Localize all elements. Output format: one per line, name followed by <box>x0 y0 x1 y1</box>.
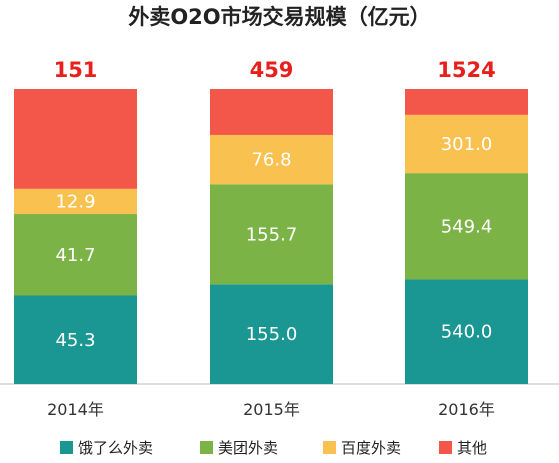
data-label-2-2: 155.7 <box>246 224 298 245</box>
total-label-3: 1524 <box>437 58 495 82</box>
legend-label-4: 其他 <box>457 439 487 457</box>
data-label-3-1: 12.9 <box>55 191 95 212</box>
data-label-1-3: 540.0 <box>441 322 493 343</box>
data-label-3-3: 301.0 <box>441 134 493 155</box>
bar-stacks: 45.3 41.7 12.9 151 2014年 155.0 155.7 76.8 459 201… <box>14 58 528 419</box>
legend-label-3: 百度外卖 <box>341 439 401 457</box>
bar-segment-3-1 <box>14 188 137 215</box>
data-label-1-2: 155.0 <box>246 324 298 345</box>
bar-segment-2-2 <box>210 184 333 285</box>
legend-swatch-3 <box>323 441 336 454</box>
bar-segment-4-3 <box>405 89 528 115</box>
bar-segment-3-3 <box>405 114 528 174</box>
bar-segment-1-1 <box>14 295 137 384</box>
legend: 饿了么外卖 美团外卖 百度外卖 其他 <box>60 439 487 457</box>
bar-segment-2-1 <box>14 214 137 296</box>
x-tick-label-2: 2015年 <box>243 400 300 419</box>
x-tick-label-1: 2014年 <box>47 400 104 419</box>
chart-title: 外卖O2O市场交易规模（亿元） <box>128 5 430 29</box>
bar-segment-4-1 <box>14 89 137 189</box>
data-label-1-1: 45.3 <box>55 330 95 351</box>
bar-segment-1-2 <box>210 284 333 384</box>
bar-segment-4-2 <box>210 89 333 135</box>
x-tick-label-3: 2016年 <box>438 400 495 419</box>
total-label-2: 459 <box>250 58 294 82</box>
legend-label-2: 美团外卖 <box>218 439 278 457</box>
bar-segment-2-3 <box>405 173 528 280</box>
bar-segment-3-2 <box>210 134 333 185</box>
data-label-3-2: 76.8 <box>251 150 291 171</box>
legend-swatch-2 <box>200 441 213 454</box>
data-label-2-3: 549.4 <box>441 216 493 237</box>
legend-label-1: 饿了么外卖 <box>78 439 153 457</box>
legend-swatch-4 <box>439 441 452 454</box>
legend-swatch-1 <box>60 441 73 454</box>
total-label-1: 151 <box>54 58 98 82</box>
bar-segment-1-3 <box>405 279 528 384</box>
data-label-2-1: 41.7 <box>55 245 95 266</box>
